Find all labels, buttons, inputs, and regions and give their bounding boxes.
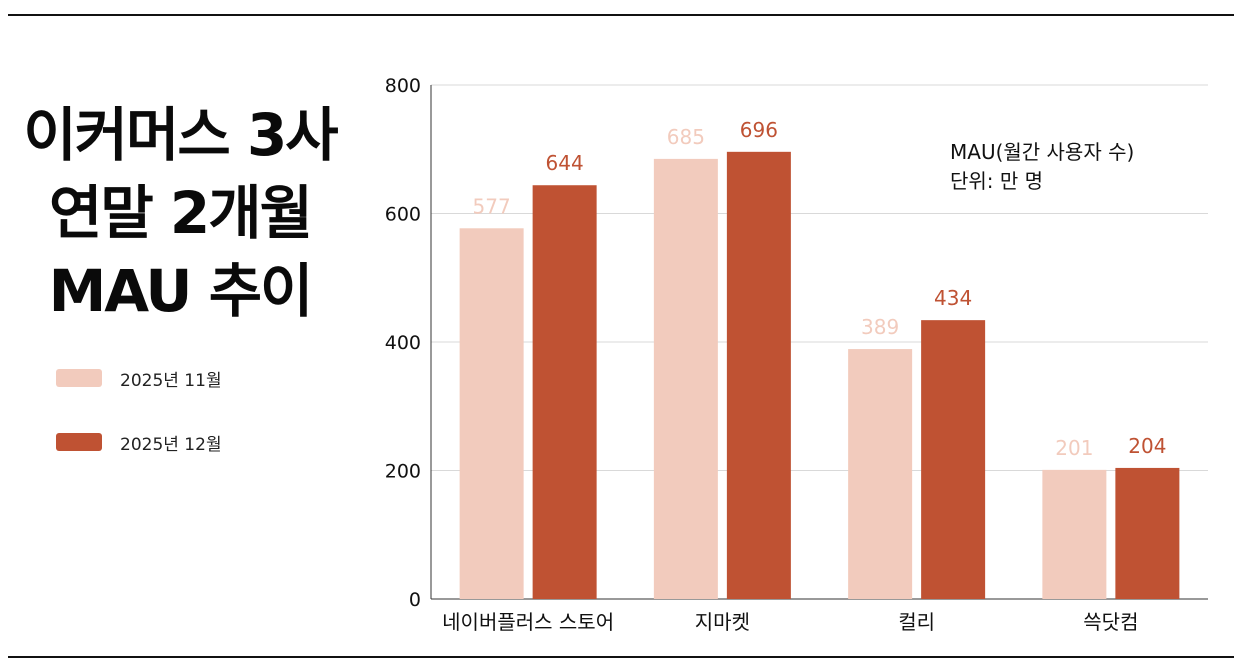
legend-label-nov: 2025년 11월	[120, 370, 222, 391]
data-label: 201	[1055, 436, 1093, 460]
top-rule	[8, 14, 1234, 16]
unit-note-line-2: 단위: 만 명	[950, 169, 1044, 193]
legend-item-dec: 2025년 12월	[56, 430, 222, 455]
y-tick-label: 400	[385, 332, 421, 354]
bottom-rule	[8, 656, 1234, 658]
legend-swatch-nov	[56, 369, 102, 387]
legend-swatch-dec	[56, 433, 102, 451]
data-label: 577	[473, 194, 511, 218]
chart-title: 이커머스 3사 연말 2개월 MAU 추이	[0, 96, 360, 330]
x-tick-label: 컬리	[898, 610, 935, 634]
bar	[653, 158, 718, 599]
data-label: 434	[934, 286, 972, 310]
unit-note: MAU(월간 사용자 수) 단위: 만 명	[950, 138, 1134, 196]
y-tick-label: 600	[385, 204, 421, 226]
x-tick-label: 쓱닷컴	[1083, 610, 1138, 634]
data-label: 389	[861, 315, 899, 339]
unit-note-line-1: MAU(월간 사용자 수)	[950, 140, 1135, 164]
bar	[921, 320, 986, 599]
legend: 2025년 11월 2025년 12월	[56, 366, 222, 494]
bar	[532, 185, 597, 600]
legend-label-dec: 2025년 12월	[120, 434, 222, 455]
data-label: 685	[667, 125, 705, 149]
title-line-3: MAU 추이	[48, 257, 314, 325]
bar	[1042, 469, 1107, 599]
data-label: 644	[546, 151, 584, 175]
data-label: 204	[1128, 434, 1166, 458]
bar	[848, 349, 913, 599]
x-tick-label: 네이버플러스 스토어	[442, 610, 614, 634]
bar	[459, 228, 524, 599]
y-tick-label: 800	[385, 75, 421, 97]
data-label: 696	[740, 118, 778, 142]
title-line-1: 이커머스 3사	[23, 101, 338, 169]
y-tick-label: 200	[385, 461, 421, 483]
x-tick-label: 지마켓	[695, 610, 750, 634]
y-tick-label: 0	[409, 589, 421, 611]
title-line-2: 연말 2개월	[49, 179, 313, 247]
bar	[726, 151, 791, 599]
legend-item-nov: 2025년 11월	[56, 366, 222, 391]
bar	[1115, 467, 1180, 599]
